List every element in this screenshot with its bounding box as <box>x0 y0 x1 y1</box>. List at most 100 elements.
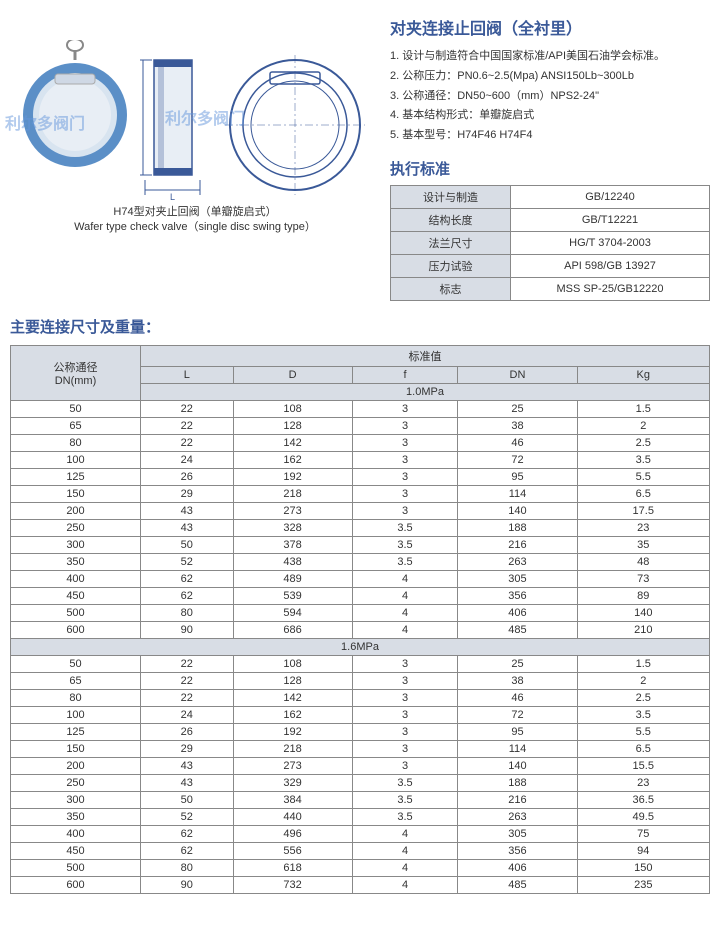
dim-row: 600907324485235 <box>11 876 710 893</box>
dim-row: 80221423462.5 <box>11 689 710 706</box>
dim-cell: 100 <box>11 706 141 723</box>
standards-row: 设计与制造GB/12240 <box>391 185 710 208</box>
dim-cell: 140 <box>458 757 577 774</box>
dim-row: 125261923955.5 <box>11 723 710 740</box>
dim-cell: 3.5 <box>352 808 458 825</box>
dim-cell: 46 <box>458 434 577 451</box>
dim-cell: 43 <box>141 757 234 774</box>
dimensions-title: 主要连接尺寸及重量： <box>10 316 710 337</box>
dim-cell: 23 <box>577 774 709 791</box>
dim-row: 300503843.521636.5 <box>11 791 710 808</box>
dim-cell: 142 <box>233 689 352 706</box>
dim-cell: 6.5 <box>577 740 709 757</box>
dim-cell: 80 <box>141 604 234 621</box>
dim-cell: 48 <box>577 553 709 570</box>
dim-cell: 62 <box>141 825 234 842</box>
dim-cell: 43 <box>141 519 234 536</box>
dim-cell: 22 <box>141 672 234 689</box>
dim-cell: 3 <box>352 451 458 468</box>
dim-cell: 94 <box>577 842 709 859</box>
dim-cell: 440 <box>233 808 352 825</box>
dim-cell: 125 <box>11 723 141 740</box>
dim-cell: 618 <box>233 859 352 876</box>
dim-cell: 250 <box>11 519 141 536</box>
dim-cell: 4 <box>352 859 458 876</box>
spec-item: 1. 设计与制造符合中国国家标准/API美国石油学会标准。 <box>390 47 710 67</box>
dim-cell: 114 <box>458 485 577 502</box>
dim-cell: 2 <box>577 417 709 434</box>
dim-cell: 6.5 <box>577 485 709 502</box>
dim-cell: 300 <box>11 791 141 808</box>
dim-cell: 500 <box>11 859 141 876</box>
standards-table: 设计与制造GB/12240结构长度GB/T12221法兰尺寸HG/T 3704-… <box>390 185 710 301</box>
dim-cell: 3 <box>352 502 458 519</box>
dim-cell: 3 <box>352 706 458 723</box>
dim-cell: 25 <box>458 655 577 672</box>
dim-cell: 22 <box>141 689 234 706</box>
dim-cell: 38 <box>458 672 577 689</box>
dim-row: 250433283.518823 <box>11 519 710 536</box>
dim-cell: 142 <box>233 434 352 451</box>
dim-cell: 3 <box>352 689 458 706</box>
dim-cell: 3 <box>352 434 458 451</box>
dim-cell: 29 <box>141 740 234 757</box>
dim-cell: 36.5 <box>577 791 709 808</box>
standards-row: 结构长度GB/T12221 <box>391 208 710 231</box>
dim-cell: 75 <box>577 825 709 842</box>
dim-cell: 125 <box>11 468 141 485</box>
dim-cell: 114 <box>458 740 577 757</box>
dim-cell: 29 <box>141 485 234 502</box>
dim-row: 40062489430573 <box>11 570 710 587</box>
dim-cell: 200 <box>11 757 141 774</box>
dim-cell: 3.5 <box>352 774 458 791</box>
dim-cell: 3 <box>352 757 458 774</box>
dim-cell: 100 <box>11 451 141 468</box>
std-label: 标志 <box>391 277 511 300</box>
diagram-caption: H74型对夹止回阀（单瓣旋启式） Wafer type check valve（… <box>10 205 380 236</box>
dim-cell: 235 <box>577 876 709 893</box>
caption-en: Wafer type check valve（single disc swing… <box>10 220 380 235</box>
dim-cell: 4 <box>352 842 458 859</box>
dim-cell: 62 <box>141 587 234 604</box>
info-column: 对夹连接止回阀（全衬里） 1. 设计与制造符合中国国家标准/API美国石油学会标… <box>390 10 710 301</box>
dim-cell: 90 <box>141 876 234 893</box>
dim-row: 100241623723.5 <box>11 706 710 723</box>
dim-cell: 52 <box>141 808 234 825</box>
dim-cell: 273 <box>233 502 352 519</box>
dim-cell: 50 <box>11 655 141 672</box>
dim-row: 1502921831146.5 <box>11 740 710 757</box>
dim-cell: 263 <box>458 808 577 825</box>
dim-col-header: DN <box>458 366 577 383</box>
header-dn: 公称通径 DN(mm) <box>11 345 141 400</box>
dim-cell: 49.5 <box>577 808 709 825</box>
dim-cell: 732 <box>233 876 352 893</box>
dim-cell: 72 <box>458 706 577 723</box>
dim-cell: 3 <box>352 400 458 417</box>
dim-cell: 305 <box>458 825 577 842</box>
dim-row: 600906864485210 <box>11 621 710 638</box>
dim-row: 100241623723.5 <box>11 451 710 468</box>
dim-cell: 17.5 <box>577 502 709 519</box>
spec-item: 4. 基本结构形式：单瓣旋启式 <box>390 106 710 126</box>
dim-cell: 22 <box>141 417 234 434</box>
header-stdval: 标准值 <box>141 345 710 366</box>
spec-list: 1. 设计与制造符合中国国家标准/API美国石油学会标准。 2. 公称压力：PN… <box>390 47 710 146</box>
dim-cell: 2.5 <box>577 434 709 451</box>
std-label: 压力试验 <box>391 254 511 277</box>
dim-row: 1502921831146.5 <box>11 485 710 502</box>
dim-row: 45062539435689 <box>11 587 710 604</box>
dim-cell: 128 <box>233 417 352 434</box>
dim-cell: 150 <box>577 859 709 876</box>
top-section: L 利尔多阀门 利尔多阀门 H74型对夹止回阀（单瓣旋启式） Wafer typ… <box>10 10 710 301</box>
dim-row: 65221283382 <box>11 417 710 434</box>
dim-cell: 15.5 <box>577 757 709 774</box>
dim-row: 500806184406150 <box>11 859 710 876</box>
dim-cell: 485 <box>458 621 577 638</box>
dim-cell: 3 <box>352 672 458 689</box>
dim-cell: 50 <box>11 400 141 417</box>
dim-cell: 22 <box>141 434 234 451</box>
dim-cell: 192 <box>233 723 352 740</box>
diagram-area: L 利尔多阀门 利尔多阀门 <box>10 10 380 200</box>
dim-cell: 350 <box>11 553 141 570</box>
dim-cell: 43 <box>141 502 234 519</box>
